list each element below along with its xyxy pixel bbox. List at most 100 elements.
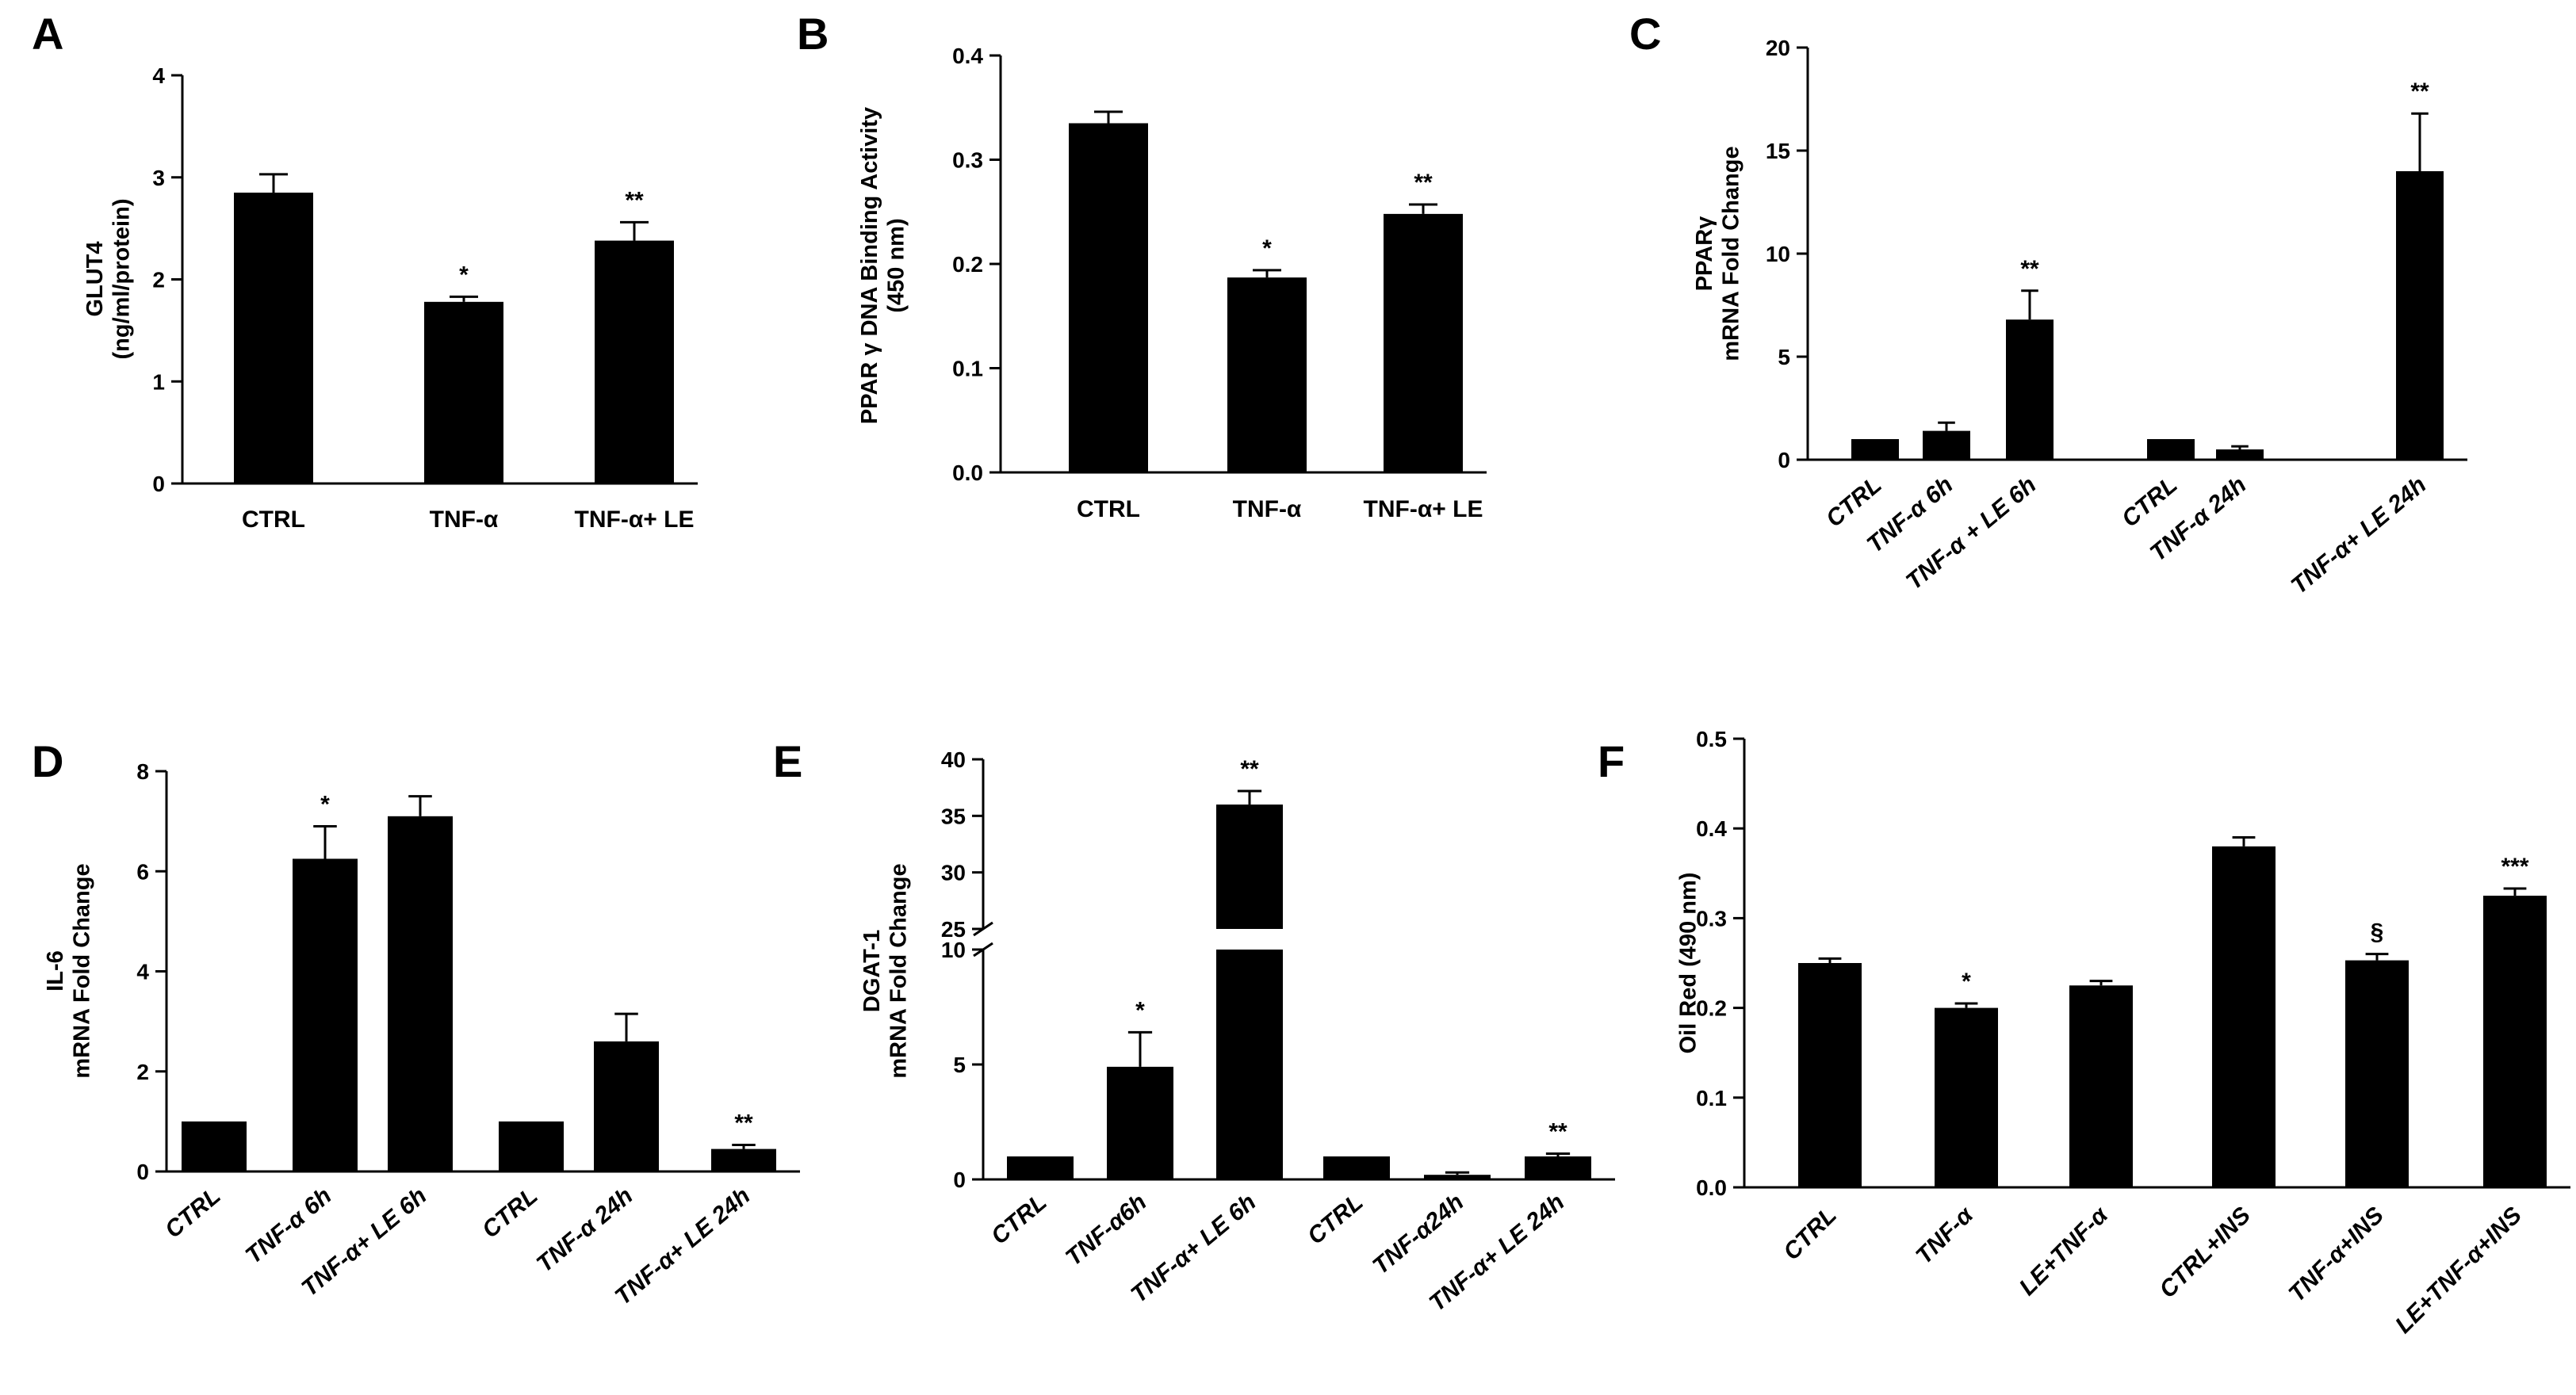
panel-d-x-tick-label-0: CTRL [160, 1183, 225, 1244]
panel-e-y-tick-upper-2-label: 35 [941, 804, 966, 828]
panel-e-y-axis-label-line-1: mRNA Fold Change [886, 863, 912, 1078]
panel-d-y-tick-4-label: 8 [136, 759, 149, 784]
panel-f-x-tick-label-3: CTRL+INS [2154, 1202, 2256, 1304]
panel-d-y-axis-label-line-0: IL-6 [43, 950, 68, 992]
panel-a-significance-1: * [459, 262, 469, 288]
panel-b-y-tick-4-label: 0.4 [952, 44, 983, 68]
panel-e-bar-4 [1424, 1175, 1491, 1179]
panel-e-bar-5 [1525, 1156, 1591, 1179]
panel-e-bar-2 [1216, 950, 1283, 1179]
panel-a-y-axis-label-line-1: (ng/ml/protein) [109, 199, 135, 360]
panel-c-y-tick-2-label: 10 [1766, 242, 1790, 266]
panel-f-y-axis-label-line-0: Oil Red (490 nm) [1676, 873, 1701, 1054]
panel-a-bar-0 [234, 193, 313, 483]
panel-f-y-tick-5-label: 0.5 [1696, 727, 1727, 751]
panel-c-x-tick-label-5: TNF-α+ LE 24h [2287, 472, 2432, 599]
panel-c-y-tick-3-label: 15 [1766, 139, 1790, 163]
panel-e-y-tick-lower-0-label: 0 [953, 1168, 966, 1192]
panel-e-x-tick-label-1: TNF-α6h [1061, 1189, 1152, 1271]
panel-e-significance-2: ** [1240, 756, 1259, 782]
panel-c-x-tick-label-0: CTRL [1821, 472, 1886, 533]
panel-b-significance-1: * [1262, 235, 1272, 262]
panel-c-bar-1 [1923, 430, 1970, 460]
panel-b-y-axis-label-line-1: (450 nm) [884, 218, 909, 312]
panel-a-bar-1 [424, 301, 503, 483]
panel-b-significance-2: ** [1414, 170, 1433, 196]
panel-c-bar-5 [2396, 171, 2444, 460]
panel-c-y-tick-1-label: 5 [1778, 345, 1790, 369]
panel-e-bar-3 [1323, 1156, 1390, 1179]
panel-c-bar-3 [2147, 439, 2195, 460]
panel-e-significance-1: * [1135, 997, 1145, 1023]
panel-a-y-tick-1-label: 1 [152, 369, 165, 394]
panel-d-y-axis-label-line-1: mRNA Fold Change [70, 863, 95, 1078]
panel-d-significance-5: ** [734, 1110, 753, 1137]
panel-f-y-tick-2-label: 0.2 [1696, 996, 1727, 1021]
panel-a-y-tick-2-label: 2 [152, 268, 165, 292]
panel-b-y-axis-label: PPAR γ DNA Binding Activity(450 nm) [857, 107, 909, 424]
panel-a-y-tick-0-label: 0 [152, 472, 165, 496]
panel-e-y-tick-upper-1-label: 30 [941, 861, 966, 885]
panel-c-bar-4 [2216, 449, 2264, 460]
panel-f-x-tick-label-2: LE+TNF-α [2015, 1202, 2114, 1301]
panel-f-y-tick-3-label: 0.3 [1696, 906, 1727, 931]
panel-c-letter: C [1629, 9, 1661, 59]
panel-c-significance-2: ** [2020, 256, 2039, 282]
panel-f-y-axis-label: Oil Red (490 nm) [1676, 873, 1701, 1054]
panel-b-x-tick-label-1: TNF-α [1233, 496, 1302, 522]
panel-e-y-tick-lower-1-label: 5 [953, 1053, 966, 1077]
panel-d-x-tick-label-4: TNF-α 24h [532, 1183, 638, 1278]
panel-f-significance-1: * [1962, 969, 1971, 995]
panel-d-bar-5 [711, 1148, 776, 1171]
panel-a-significance-2: ** [625, 187, 644, 213]
panel-e-x-tick-label-4: TNF-α24h [1368, 1189, 1468, 1279]
panel-d-bar-0 [182, 1121, 247, 1171]
panel-f-letter: F [1598, 736, 1625, 786]
panel-e-x-tick-label-0: CTRL [986, 1189, 1051, 1250]
panel-a-y-axis-label-line-0: GLUT4 [82, 241, 108, 316]
panel-b-x-tick-label-0: CTRL [1077, 496, 1140, 522]
panel-f-significance-5: *** [2501, 854, 2528, 880]
panel-c-bar-0 [1851, 439, 1899, 460]
panel-d-y-tick-1-label: 2 [136, 1060, 149, 1084]
panel-e-letter: E [773, 736, 802, 786]
panel-b-y-tick-0-label: 0.0 [952, 461, 983, 485]
panel-d-bar-3 [499, 1121, 564, 1171]
panel-a-y-axis-label: GLUT4(ng/ml/protein) [82, 199, 134, 360]
panel-d-bar-4 [594, 1041, 659, 1171]
panel-c-significance-5: ** [2410, 78, 2429, 105]
panel-f-y-tick-0-label: 0.0 [1696, 1175, 1727, 1200]
panel-e-y-axis-label-line-0: DGAT-1 [859, 930, 885, 1012]
panel-b-bar-0 [1069, 123, 1148, 472]
panel-f-x-tick-label-0: CTRL [1778, 1202, 1842, 1266]
panel-f-y-tick-4-label: 0.4 [1696, 816, 1727, 841]
panel-a-x-tick-label-1: TNF-α [430, 506, 499, 533]
panel-b-y-tick-2-label: 0.2 [952, 252, 983, 277]
panel-f-bar-4 [2345, 960, 2409, 1187]
panel-b-y-tick-1-label: 0.1 [952, 357, 983, 381]
panel-b-bar-2 [1384, 213, 1463, 472]
panel-e-y-tick-lower-2-label: 10 [941, 938, 966, 962]
panel-c-y-axis-label-line-1: mRNA Fold Change [1719, 146, 1744, 361]
panel-b-letter: B [797, 9, 829, 59]
panel-e-significance-5: ** [1548, 1119, 1567, 1145]
panel-b-y-axis-label-line-0: PPAR γ DNA Binding Activity [857, 107, 882, 424]
panel-f-x-tick-label-1: TNF-α [1911, 1202, 1979, 1270]
panel-f-bar-3 [2212, 846, 2276, 1187]
panel-f-x-tick-label-5: LE+TNF-α+INS [2390, 1202, 2527, 1339]
panel-f-bar-5 [2483, 896, 2547, 1187]
panel-e-bar-2-upper [1216, 805, 1283, 929]
panel-f-y-tick-1-label: 0.1 [1696, 1086, 1727, 1110]
panel-a-y-tick-4-label: 4 [152, 63, 165, 88]
panel-d-significance-1: * [320, 791, 330, 817]
panel-d-y-tick-0-label: 0 [136, 1160, 149, 1184]
panel-e-y-axis-label: DGAT-1mRNA Fold Change [859, 863, 911, 1078]
panel-d-x-tick-label-3: CTRL [477, 1183, 542, 1244]
panel-e-y-tick-upper-3-label: 40 [941, 747, 966, 772]
panel-a-x-tick-label-2: TNF-α+ LE [575, 506, 695, 533]
panel-d-y-tick-2-label: 4 [136, 960, 149, 984]
panel-e-x-tick-label-3: CTRL [1303, 1189, 1368, 1250]
panel-c-bar-2 [2006, 319, 2054, 460]
panel-e-bar-1 [1107, 1066, 1173, 1179]
panel-b-y-tick-3-label: 0.3 [952, 148, 983, 173]
